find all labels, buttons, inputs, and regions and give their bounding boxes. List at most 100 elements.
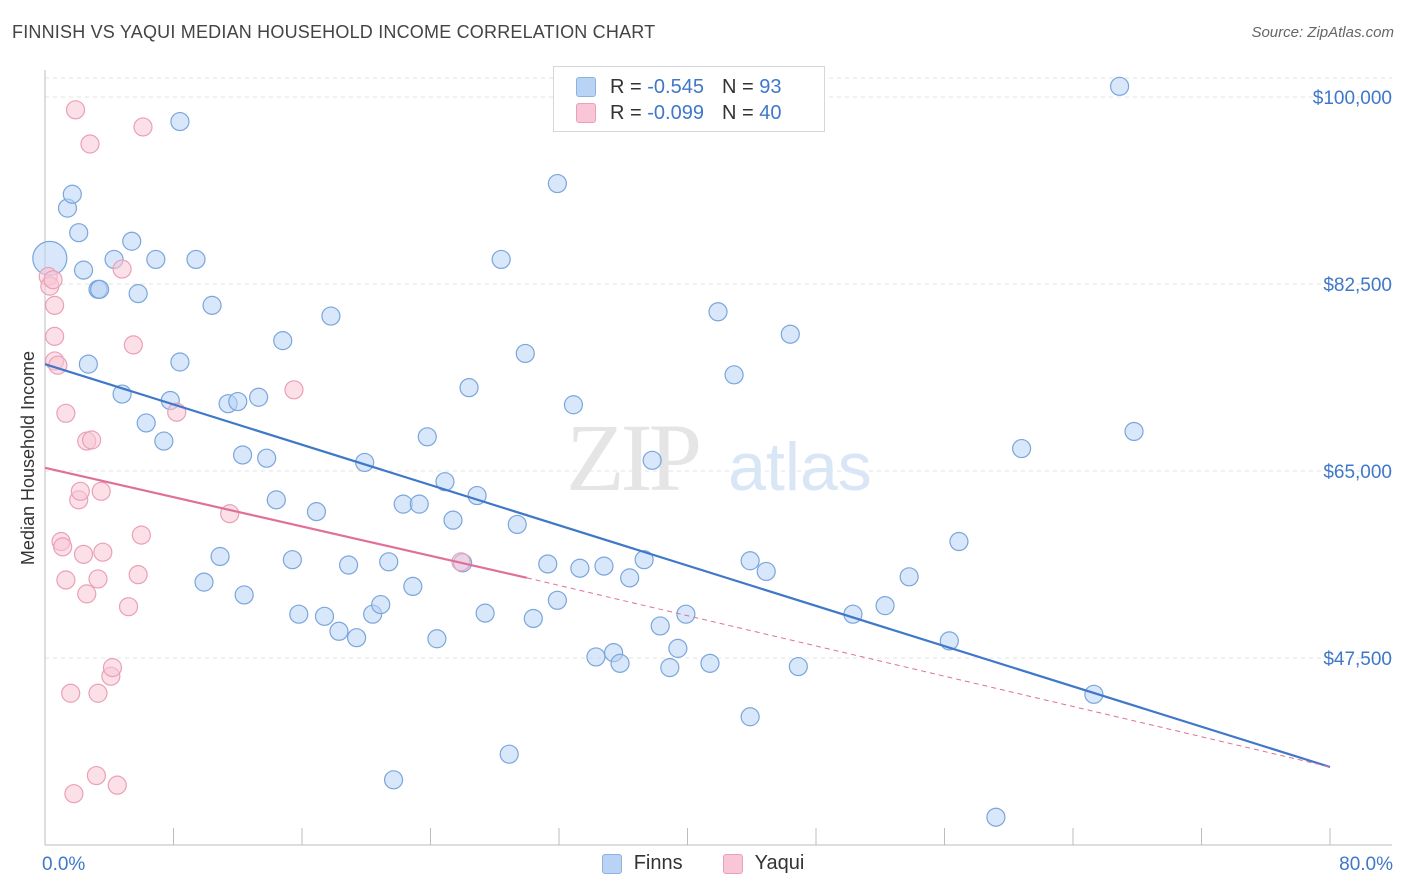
finns-point <box>650 616 670 636</box>
finns-r-value: -0.545 <box>647 75 704 98</box>
correlation-legend: R = -0.545 N = 93 R = -0.099 N = 40 <box>553 66 825 132</box>
yaqui-trend-extension <box>526 577 1331 768</box>
y-tick-label: $100,000 <box>1313 88 1392 109</box>
finns-point <box>122 231 142 251</box>
finns-point <box>523 608 543 629</box>
yaqui-n-label: N = <box>721 101 754 124</box>
finns-point <box>899 567 919 587</box>
finns-point <box>491 249 511 270</box>
finns-point <box>409 494 429 514</box>
finns-point <box>306 502 327 522</box>
finns-point <box>1011 438 1032 459</box>
legend-row-yaqui: R = -0.099 N = 40 <box>576 99 781 127</box>
yaqui-point <box>123 335 143 355</box>
finns-point <box>780 324 800 344</box>
finns-legend-label: Finns <box>633 852 683 874</box>
yaqui-point <box>102 658 123 678</box>
series-legend: Finns Yaqui <box>0 852 1406 875</box>
finns-point <box>69 223 89 243</box>
finns-point <box>475 603 495 623</box>
legend-row-finns: R = -0.545 N = 93 <box>576 73 781 101</box>
yaqui-point <box>128 565 148 585</box>
finns-point <box>314 606 335 626</box>
y-axis-label: Median Household Income <box>18 351 38 565</box>
finns-point <box>788 656 808 677</box>
yaqui-n-value: 40 <box>759 101 782 124</box>
yaqui-point <box>112 259 132 279</box>
yaqui-point <box>118 597 139 617</box>
finns-point <box>73 260 94 280</box>
finns-point <box>756 561 776 582</box>
finns-point <box>708 302 728 322</box>
finns-point <box>282 550 302 570</box>
data-points <box>32 76 1144 827</box>
yaqui-legend-label: Yaqui <box>754 852 805 874</box>
finns-r-label: R = <box>610 75 642 98</box>
finns-point <box>668 638 688 658</box>
yaqui-point <box>53 537 73 557</box>
y-tick-label: $47,500 <box>1323 649 1392 670</box>
yaqui-point <box>56 570 76 590</box>
watermark-zip: ZIP <box>566 404 699 511</box>
finns-point <box>515 343 535 364</box>
finns-point <box>202 295 222 315</box>
finns-point <box>186 249 206 270</box>
finns-point <box>620 568 640 588</box>
finns-point <box>273 331 293 351</box>
x-tick-label: 0.0% <box>42 854 85 875</box>
finns-point <box>427 629 447 649</box>
yaqui-point <box>70 481 90 501</box>
yaqui-point <box>133 117 153 137</box>
finns-point <box>949 531 969 552</box>
finns-point <box>660 658 680 678</box>
finns-point <box>740 551 760 571</box>
finns-point <box>78 354 98 374</box>
finns-point <box>499 744 519 764</box>
finns-point <box>321 306 341 326</box>
finns-n-value: 93 <box>759 75 782 98</box>
finns-point <box>1124 421 1144 442</box>
yaqui-swatch <box>576 103 596 123</box>
finns-point <box>210 546 230 567</box>
finns-point <box>610 653 630 673</box>
finns-point <box>740 707 760 727</box>
finns-point <box>371 594 391 615</box>
tick-labels: $100,000 $82,500 $65,000 $47,500 0.0% 80.0% <box>42 88 1393 875</box>
finns-point <box>90 279 110 299</box>
yaqui-point <box>88 569 108 589</box>
finns-point <box>443 510 463 530</box>
finns-point <box>563 395 584 415</box>
finns-point <box>538 554 558 574</box>
yaqui-r-value: -0.099 <box>647 101 704 124</box>
legend-item-yaqui[interactable]: Yaqui <box>722 852 805 875</box>
yaqui-point <box>65 100 86 120</box>
yaqui-point <box>80 134 100 154</box>
finns-point <box>586 647 606 667</box>
finns-point <box>379 552 399 572</box>
finns-point <box>228 391 248 412</box>
watermark-atlas: atlas <box>728 429 872 505</box>
finns-n-label: N = <box>721 75 754 98</box>
source-label: Source: ZipAtlas.com <box>1251 24 1394 41</box>
yaqui-point <box>56 403 76 423</box>
yaqui-point <box>61 683 81 703</box>
finns-point <box>136 413 156 433</box>
yaqui-point <box>107 775 127 795</box>
finns-point <box>170 352 190 372</box>
finns-point <box>232 445 253 465</box>
yaqui-point <box>64 784 84 804</box>
finns-point <box>570 558 590 578</box>
finns-point <box>170 111 190 132</box>
finns-point <box>257 448 277 468</box>
finns-point <box>459 378 479 398</box>
chart-title: FINNISH VS YAQUI MEDIAN HOUSEHOLD INCOME… <box>12 22 656 42</box>
trend-lines <box>44 363 1331 769</box>
finns-trend-line <box>44 363 1331 769</box>
finns-point <box>266 490 286 510</box>
yaqui-point <box>43 270 63 290</box>
legend-item-finns[interactable]: Finns <box>601 852 683 875</box>
finns-point <box>338 555 359 575</box>
finns-point <box>383 770 404 790</box>
yaqui-point <box>88 683 108 703</box>
